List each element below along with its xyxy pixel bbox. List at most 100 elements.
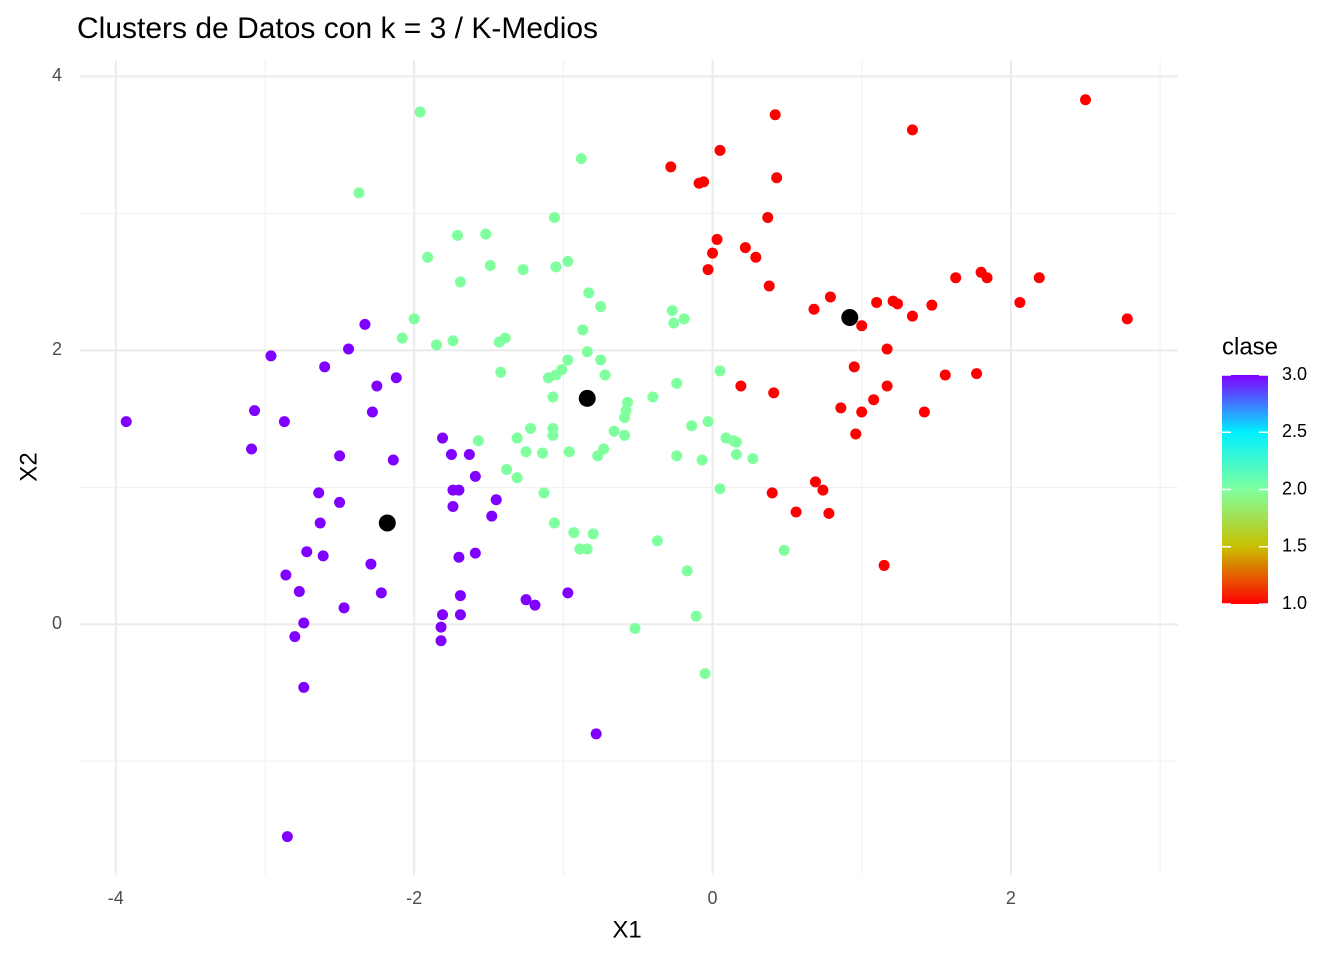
point bbox=[856, 320, 868, 332]
point bbox=[390, 372, 402, 384]
point bbox=[823, 507, 835, 519]
point bbox=[678, 313, 690, 325]
point bbox=[730, 436, 742, 448]
point bbox=[647, 391, 659, 403]
point bbox=[1121, 313, 1133, 325]
point bbox=[583, 287, 595, 299]
point bbox=[739, 242, 751, 254]
point bbox=[249, 405, 261, 417]
point bbox=[280, 569, 292, 581]
point bbox=[536, 447, 548, 459]
point bbox=[454, 276, 466, 288]
point bbox=[817, 484, 829, 496]
y-axis-label: X2 bbox=[15, 452, 42, 481]
point bbox=[587, 528, 599, 540]
y-tick-label: 2 bbox=[52, 339, 62, 359]
point bbox=[562, 255, 574, 267]
point bbox=[453, 484, 465, 496]
point bbox=[671, 377, 683, 389]
point bbox=[447, 501, 459, 513]
point bbox=[343, 343, 355, 355]
point bbox=[298, 617, 310, 629]
point bbox=[848, 361, 860, 373]
point bbox=[547, 429, 559, 441]
point bbox=[881, 343, 893, 355]
point bbox=[778, 544, 790, 556]
point bbox=[665, 161, 677, 173]
point bbox=[629, 622, 641, 634]
point bbox=[472, 435, 484, 447]
point bbox=[563, 446, 575, 458]
point bbox=[763, 280, 775, 292]
point bbox=[686, 420, 698, 432]
point bbox=[790, 506, 802, 518]
point bbox=[511, 472, 523, 484]
point bbox=[595, 354, 607, 366]
point bbox=[387, 454, 399, 466]
point bbox=[850, 428, 862, 440]
colorbar-tick-label: 2.0 bbox=[1282, 478, 1307, 498]
point bbox=[447, 335, 459, 347]
point bbox=[619, 412, 631, 424]
point bbox=[301, 546, 313, 558]
point bbox=[608, 425, 620, 437]
point bbox=[366, 406, 378, 418]
point bbox=[317, 550, 329, 562]
y-tick-label: 0 bbox=[52, 613, 62, 633]
point bbox=[353, 187, 365, 199]
point bbox=[547, 391, 559, 403]
point bbox=[375, 587, 387, 599]
point bbox=[414, 106, 426, 118]
point bbox=[581, 346, 593, 358]
point bbox=[371, 380, 383, 392]
point bbox=[735, 380, 747, 392]
colorbar-tick-label: 2.5 bbox=[1282, 421, 1307, 441]
point bbox=[981, 272, 993, 284]
point bbox=[437, 432, 449, 444]
x-tick-label: -4 bbox=[108, 888, 124, 908]
point bbox=[548, 517, 560, 529]
point bbox=[422, 251, 434, 263]
point bbox=[289, 631, 301, 643]
point bbox=[768, 387, 780, 399]
point bbox=[542, 372, 554, 384]
point bbox=[592, 450, 604, 462]
point bbox=[520, 446, 532, 458]
point bbox=[668, 317, 680, 329]
chart-title: Clusters de Datos con k = 3 / K-Medios bbox=[77, 12, 598, 45]
point bbox=[671, 450, 683, 462]
point bbox=[281, 831, 293, 843]
point bbox=[856, 406, 868, 418]
point bbox=[651, 535, 663, 547]
colorbar-tick-label: 3.0 bbox=[1282, 364, 1307, 384]
point bbox=[529, 599, 541, 611]
point bbox=[590, 728, 602, 740]
point bbox=[431, 339, 443, 351]
point bbox=[950, 272, 962, 284]
point bbox=[480, 228, 492, 240]
point bbox=[120, 416, 132, 428]
point bbox=[696, 454, 708, 466]
centroid bbox=[841, 309, 859, 327]
point bbox=[520, 594, 532, 606]
point bbox=[484, 259, 496, 271]
point bbox=[1080, 94, 1092, 106]
point bbox=[714, 365, 726, 377]
centroid bbox=[578, 389, 596, 407]
point bbox=[469, 470, 481, 482]
point bbox=[581, 543, 593, 555]
point bbox=[548, 212, 560, 224]
point bbox=[334, 496, 346, 508]
point bbox=[906, 124, 918, 136]
point bbox=[892, 298, 904, 310]
point bbox=[809, 476, 821, 488]
point bbox=[453, 551, 465, 563]
x-axis-label: X1 bbox=[612, 916, 641, 943]
point bbox=[693, 177, 705, 189]
point bbox=[747, 453, 759, 465]
point bbox=[714, 144, 726, 156]
point bbox=[699, 668, 711, 680]
point bbox=[437, 609, 449, 621]
point bbox=[396, 332, 408, 344]
